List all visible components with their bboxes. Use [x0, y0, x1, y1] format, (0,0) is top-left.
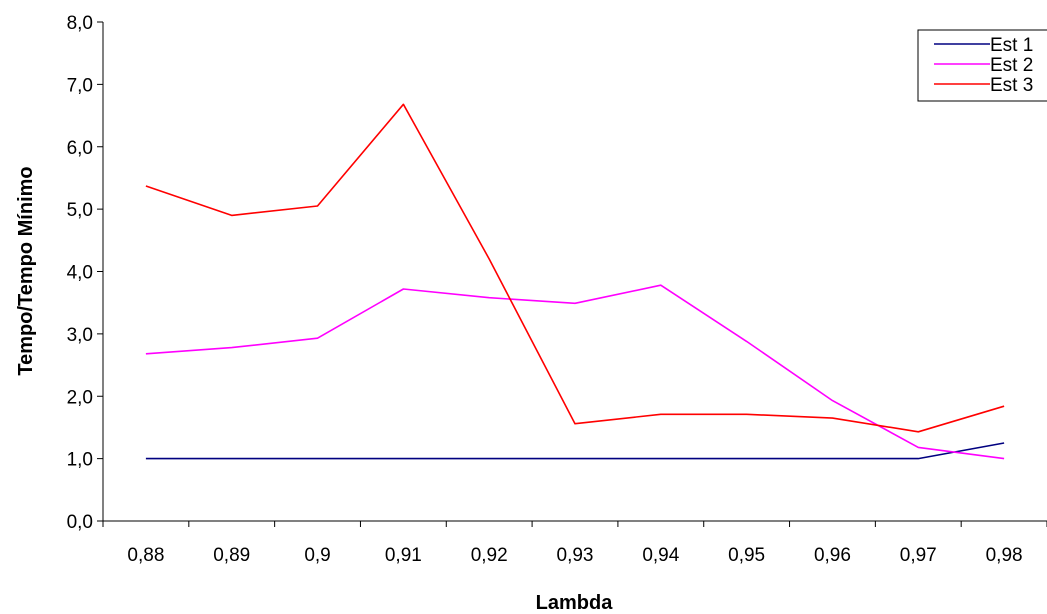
legend-box: [917, 29, 1047, 102]
y-tick-label: 5,0: [67, 200, 93, 221]
y-tick-label: 8,0: [67, 13, 93, 34]
y-tick-label: 1,0: [67, 450, 93, 471]
y-tick-label: 7,0: [67, 75, 93, 96]
x-tick-label: 0,94: [642, 545, 679, 566]
legend-label: Est 1: [990, 35, 1033, 56]
y-tick-label: 4,0: [67, 263, 93, 284]
y-tick-label: 6,0: [67, 138, 93, 159]
x-tick-label: 0,92: [471, 545, 508, 566]
series-line-est-2: [145, 284, 1005, 460]
series-layer: [145, 103, 1005, 460]
x-axis-ticks: 0,88 0,89 0,9 0,91 0,92 0,93 0,94 0,95 0,96 0,97 0…: [102, 521, 1047, 566]
x-tick-label: 0,95: [728, 545, 765, 566]
x-tick-label: 0,88: [127, 545, 164, 566]
y-tick-label: 0,0: [67, 512, 93, 533]
x-tick-label: 0,89: [213, 545, 250, 566]
x-tick-label: 0,91: [385, 545, 422, 566]
x-tick-label: 0,9: [304, 545, 330, 566]
legend-label: Est 3: [990, 75, 1033, 96]
y-axis-title: Tempo/Tempo Mínimo: [15, 166, 37, 375]
legend-label: Est 2: [990, 55, 1033, 76]
series-line-est-3: [145, 103, 1005, 433]
axes: [102, 22, 1047, 522]
y-tick-label: 2,0: [67, 387, 93, 408]
x-tick-label: 0,96: [814, 545, 851, 566]
series-line-est-1: [145, 442, 1005, 460]
y-axis-ticks: 0,0 1,0 2,0 3,0 4,0 5,0 6,0 7,0 8,0: [67, 13, 103, 533]
x-tick-label: 0,93: [557, 545, 594, 566]
x-axis-title: Lambda: [536, 592, 614, 614]
y-tick-label: 3,0: [67, 325, 93, 346]
x-tick-label: 0,97: [900, 545, 937, 566]
x-tick-label: 0,98: [986, 545, 1023, 566]
